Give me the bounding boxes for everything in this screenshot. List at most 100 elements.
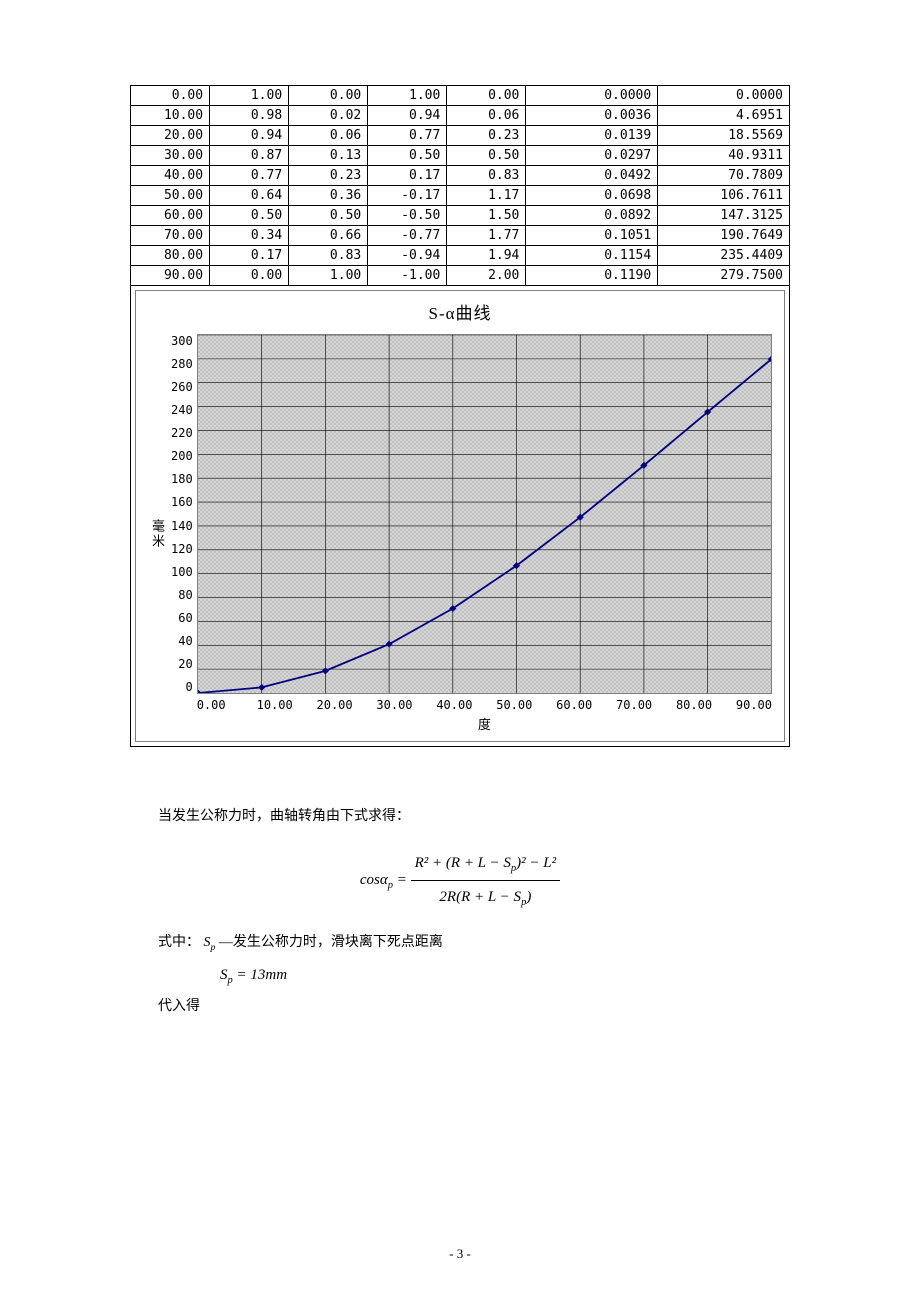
table-row: 30.000.870.130.500.500.029740.9311 [131,146,790,166]
table-cell: 279.7500 [658,266,790,286]
table-row: 60.000.500.50-0.501.500.0892147.3125 [131,206,790,226]
table-cell: 2.00 [447,266,526,286]
table-row: 10.000.980.020.940.060.00364.6951 [131,106,790,126]
table-row: 50.000.640.36-0.171.170.0698106.7611 [131,186,790,206]
table-cell: 0.1051 [526,226,658,246]
x-tick: 0.00 [197,698,257,712]
table-row: 80.000.170.83-0.941.940.1154235.4409 [131,246,790,266]
table-cell: 235.4409 [658,246,790,266]
chart-title: S-α曲线 [148,299,772,324]
table-cell: 10.00 [131,106,210,126]
x-tick: 70.00 [616,698,676,712]
symbol-explain: 式中： Sp —发生公称力时，滑块离下死点距离 [158,928,790,959]
page-number: - 3 - [0,1246,920,1262]
table-cell: -0.17 [368,186,447,206]
table-cell: 1.94 [447,246,526,266]
table-cell: 0.50 [368,146,447,166]
table-cell: 0.00 [289,86,368,106]
chart-svg [198,335,771,693]
table-cell: 0.64 [210,186,289,206]
table-cell: 70.7809 [658,166,790,186]
table-cell: 0.23 [289,166,368,186]
table-cell: 190.7649 [658,226,790,246]
chart-container: S-α曲线 毫米 3002802602402202001801601401201… [130,286,790,747]
sp-symbol: S [204,935,211,950]
x-tick: 30.00 [376,698,436,712]
x-tick: 50.00 [496,698,556,712]
table-cell: 4.6951 [658,106,790,126]
table-cell: 0.0892 [526,206,658,226]
y-tick: 280 [171,357,193,371]
eq-lhs: cosα [360,872,388,888]
table-cell: 0.66 [289,226,368,246]
y-tick: 80 [171,588,193,602]
table-cell: 50.00 [131,186,210,206]
table-row: 90.000.001.00-1.002.000.1190279.7500 [131,266,790,286]
table-cell: 30.00 [131,146,210,166]
x-tick: 80.00 [676,698,736,712]
eq-den-a: 2R(R + L − S [439,889,521,905]
table-cell: 0.17 [210,246,289,266]
table-row: 20.000.940.060.770.230.013918.5569 [131,126,790,146]
body-text: 当发生公称力时，曲轴转角由下式求得： cosαp = R² + (R + L −… [130,802,790,1023]
table-cell: 0.0036 [526,106,658,126]
eq-num-b: )² − L² [516,855,556,871]
eq-den-b: ) [526,889,531,905]
table-cell: 0.1154 [526,246,658,266]
sp-value: Sp = 13mm [220,959,790,992]
y-tick: 120 [171,542,193,556]
table-cell: 40.00 [131,166,210,186]
table-cell: 0.0698 [526,186,658,206]
table-cell: 0.13 [289,146,368,166]
table-cell: 0.50 [447,146,526,166]
eq-equals: = [393,872,411,888]
y-tick: 300 [171,334,193,348]
sp-val-eq: = 13mm [233,967,287,983]
y-tick: 200 [171,449,193,463]
table-cell: 0.94 [210,126,289,146]
table-cell: 0.50 [210,206,289,226]
y-tick: 240 [171,403,193,417]
table-cell: 0.83 [447,166,526,186]
table-cell: 20.00 [131,126,210,146]
x-axis-label: 度 [197,714,772,733]
table-cell: 1.77 [447,226,526,246]
table-cell: 0.77 [368,126,447,146]
table-cell: 0.06 [447,106,526,126]
table-cell: 1.00 [289,266,368,286]
table-cell: -0.94 [368,246,447,266]
table-cell: 0.0492 [526,166,658,186]
label-prefix: 式中： [158,935,200,950]
table-cell: 0.0297 [526,146,658,166]
y-axis-ticks: 3002802602402202001801601401201008060402… [171,334,197,694]
table-cell: 0.50 [289,206,368,226]
table-cell: 1.00 [210,86,289,106]
table-cell: 0.17 [368,166,447,186]
table-cell: 0.00 [131,86,210,106]
table-cell: 0.36 [289,186,368,206]
table-cell: 0.77 [210,166,289,186]
table-cell: 0.0139 [526,126,658,146]
y-tick: 140 [171,519,193,533]
table-cell: 0.23 [447,126,526,146]
table-cell: 18.5569 [658,126,790,146]
y-tick: 180 [171,472,193,486]
y-tick: 220 [171,426,193,440]
table-cell: 1.00 [368,86,447,106]
table-cell: 60.00 [131,206,210,226]
table-cell: 1.50 [447,206,526,226]
table-cell: 0.0000 [658,86,790,106]
x-tick: 60.00 [556,698,616,712]
data-table: 0.001.000.001.000.000.00000.000010.000.9… [130,85,790,286]
eq-num-a: R² + (R + L − S [415,855,511,871]
eq-fraction: R² + (R + L − Sp)² − L² 2R(R + L − Sp) [411,847,560,914]
x-tick: 20.00 [317,698,377,712]
table-cell: -0.77 [368,226,447,246]
x-axis-ticks: 0.0010.0020.0030.0040.0050.0060.0070.008… [197,698,772,712]
table-cell: 147.3125 [658,206,790,226]
sp-desc: —发生公称力时，滑块离下死点距离 [215,935,443,950]
table-cell: -0.50 [368,206,447,226]
table-cell: 0.02 [289,106,368,126]
y-tick: 0 [171,680,193,694]
y-tick: 20 [171,657,193,671]
